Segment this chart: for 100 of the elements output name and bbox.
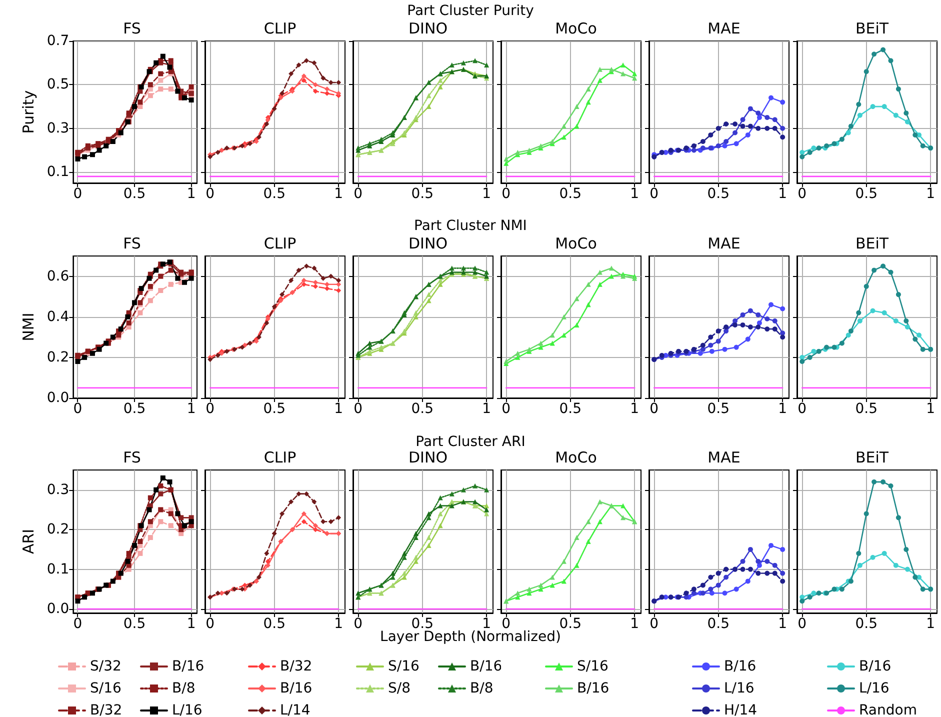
x-tick-label: 1 [186, 401, 196, 417]
x-tick-label: 0 [73, 616, 82, 632]
chart-title: MAE [708, 234, 740, 252]
x-tick-label: 0 [354, 401, 363, 417]
x-tick-label: 0.5 [411, 401, 434, 417]
x-tick-label: 0.5 [855, 616, 878, 632]
chart-title: FS [123, 20, 141, 38]
x-tick-label: 1 [186, 616, 196, 632]
legend-label: B/16 [859, 658, 892, 674]
chart-title: CLIP [264, 20, 296, 38]
x-tick-label: 0.5 [123, 401, 146, 417]
y-tick-label: 0.0 [46, 601, 70, 618]
y-tick-label: 0.1 [46, 164, 70, 180]
text: Part Cluster NMI [414, 218, 527, 234]
legend-label: B/32 [90, 702, 122, 717]
x-tick-label: 0.5 [263, 616, 286, 632]
x-tick-label: 1 [926, 401, 936, 417]
text: Part Cluster ARI [416, 434, 526, 450]
legend-label: B/8 [172, 680, 196, 696]
legend-label: S/16 [388, 658, 420, 674]
x-tick-label: 0 [206, 401, 215, 417]
legend-label: B/16 [724, 658, 756, 674]
chart-title: MoCo [555, 448, 597, 466]
legend-label: Random [859, 702, 917, 717]
x-tick-label: 0.5 [855, 401, 878, 417]
x-tick-label: 0 [798, 186, 807, 202]
chart-title: DINO [408, 20, 448, 38]
x-tick-label: 0.5 [263, 186, 286, 202]
legend-label: B/16 [577, 680, 610, 696]
legend-label: S/16 [577, 658, 609, 674]
x-tick-label: 0 [650, 401, 659, 417]
y-axis-title: ARI [20, 528, 38, 554]
x-tick-label: 1 [334, 401, 344, 417]
x-tick-label: 0 [354, 186, 363, 202]
x-tick-label: 0.5 [707, 401, 730, 417]
chart-title: MoCo [555, 20, 597, 38]
x-tick-label: 1 [778, 186, 788, 202]
y-tick-label: 0.3 [46, 482, 70, 498]
legend-label: B/16 [470, 658, 502, 674]
x-tick-label: 0.5 [123, 616, 146, 632]
x-tick-label: 0 [798, 401, 807, 417]
x-tick-label: 1 [778, 616, 788, 632]
x-tick-label: 0 [650, 186, 659, 202]
legend-label: L/16 [859, 680, 890, 696]
chart-title: DINO [408, 234, 448, 252]
y-axis-title: NMI [20, 312, 38, 342]
x-tick-label: 1 [482, 616, 492, 632]
chart-title: CLIP [264, 234, 296, 252]
legend-label: B/32 [280, 658, 312, 674]
x-tick-label: 0 [798, 616, 807, 632]
text: Part Cluster Purity [407, 3, 534, 19]
legend-label: B/16 [280, 680, 312, 696]
x-tick-label: 1 [926, 186, 936, 202]
x-tick-label: 0.5 [707, 616, 730, 632]
y-tick-label: 0.1 [46, 561, 70, 578]
chart-title: BEiT [855, 20, 890, 38]
y-tick-label: 0.0 [46, 390, 70, 406]
legend-label: B/8 [470, 680, 494, 696]
x-tick-label: 1 [630, 401, 640, 417]
legend-label: H/14 [724, 702, 758, 717]
legend-label: S/16 [90, 680, 122, 696]
chart-title: BEiT [855, 448, 890, 466]
legend-label: L/16 [172, 702, 202, 717]
x-tick-label: 1 [186, 186, 196, 202]
legend-label: S/8 [388, 680, 411, 696]
x-tick-label: 1 [778, 401, 788, 417]
y-tick-label: 0.2 [46, 349, 70, 366]
x-tick-label: 0.5 [263, 401, 286, 417]
chart-title: FS [123, 234, 141, 252]
x-tick-label: 1 [630, 616, 640, 632]
x-tick-label: 0 [502, 616, 511, 632]
legend-label: S/32 [90, 658, 122, 674]
chart-title: CLIP [264, 448, 296, 466]
chart-title: MoCo [555, 234, 597, 252]
chart-title: MAE [708, 448, 740, 466]
y-tick-label: 0.3 [46, 120, 70, 136]
x-tick-label: 0 [354, 616, 363, 632]
x-tick-label: 0 [206, 186, 215, 202]
x-tick-label: 0.5 [123, 186, 146, 202]
y-tick-label: 0.2 [46, 522, 70, 538]
x-tick-label: 1 [334, 616, 344, 632]
x-tick-label: 0.5 [707, 186, 730, 202]
x-tick-label: 1 [482, 186, 492, 202]
y-tick-label: 0.6 [46, 268, 70, 284]
x-tick-label: 0.5 [559, 186, 582, 202]
x-tick-label: 0 [502, 186, 511, 202]
x-tick-label: 0.5 [559, 616, 582, 632]
legend-label: L/14 [280, 702, 310, 717]
x-tick-label: 0 [73, 186, 82, 202]
legend-label: L/16 [724, 680, 754, 696]
x-axis-title: Layer Depth (Normalized) [380, 629, 561, 645]
x-tick-label: 1 [926, 616, 936, 632]
x-tick-label: 0.5 [411, 186, 434, 202]
x-tick-label: 1 [482, 401, 492, 417]
x-tick-label: 0.5 [559, 401, 582, 417]
x-tick-label: 0 [206, 616, 215, 632]
y-tick-label: 0.5 [46, 76, 70, 93]
x-tick-label: 1 [334, 186, 344, 202]
y-tick-label: 0.7 [46, 33, 70, 49]
legend-label: B/16 [172, 658, 204, 674]
